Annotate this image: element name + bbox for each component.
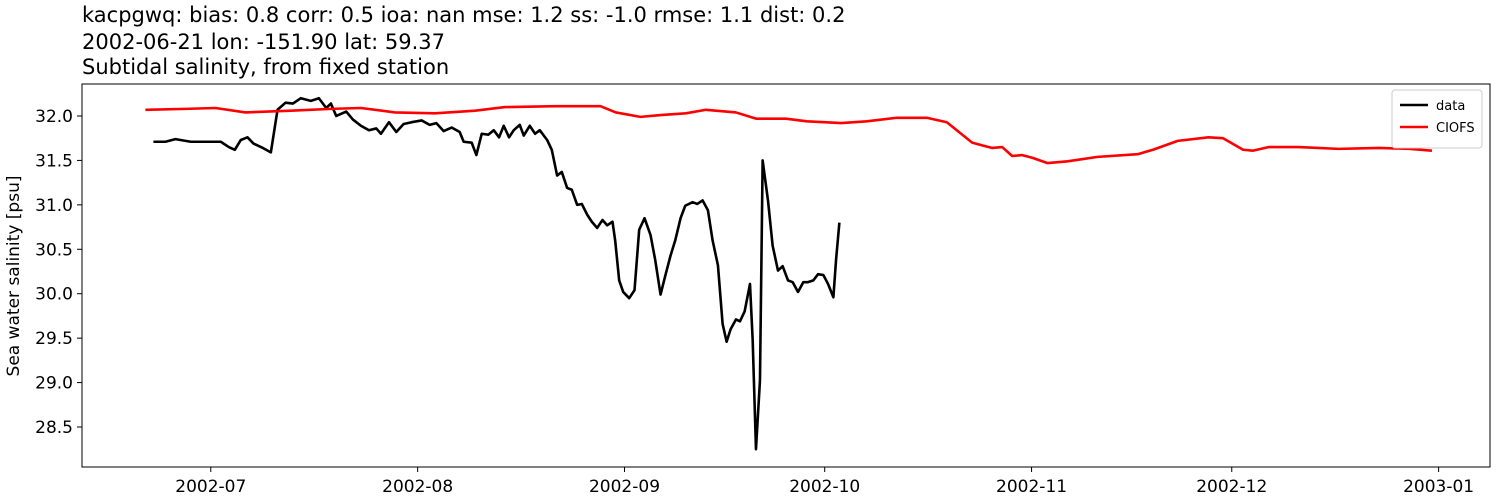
data-line xyxy=(153,96,841,451)
chart-subtitle: 2002-06-21 lon: -151.90 lat: 59.37 xyxy=(82,30,445,54)
x-tick-label: 2003-01 xyxy=(1403,477,1474,497)
y-axis-label: Sea water salinity [psu] xyxy=(4,176,24,377)
chart-subtitle: Subtidal salinity, from fixed station xyxy=(82,55,449,79)
chart-title: kacpgwq: bias: 0.8 corr: 0.5 ioa: nan ms… xyxy=(82,3,845,27)
x-tick-label: 2002-08 xyxy=(382,477,453,497)
x-tick-label: 2002-07 xyxy=(175,477,246,497)
x-tick-label: 2002-12 xyxy=(1196,477,1267,497)
x-tick-label: 2002-09 xyxy=(589,477,660,497)
legend-label: data xyxy=(1436,99,1465,114)
y-tick-label: 30.0 xyxy=(35,285,73,305)
legend-label: CIOFS xyxy=(1436,121,1475,136)
y-tick-label: 32.0 xyxy=(35,107,73,127)
x-tick-label: 2002-11 xyxy=(996,477,1067,497)
data-line xyxy=(145,104,1433,165)
plot-frame xyxy=(81,83,1491,468)
y-tick-label: 30.5 xyxy=(35,240,73,260)
y-tick-label: 29.5 xyxy=(35,329,73,349)
y-tick-label: 31.0 xyxy=(35,196,73,216)
y-tick-label: 29.0 xyxy=(35,374,73,394)
y-tick-label: 28.5 xyxy=(35,418,73,438)
x-tick-label: 2002-10 xyxy=(789,477,860,497)
y-tick-label: 31.5 xyxy=(35,151,73,171)
